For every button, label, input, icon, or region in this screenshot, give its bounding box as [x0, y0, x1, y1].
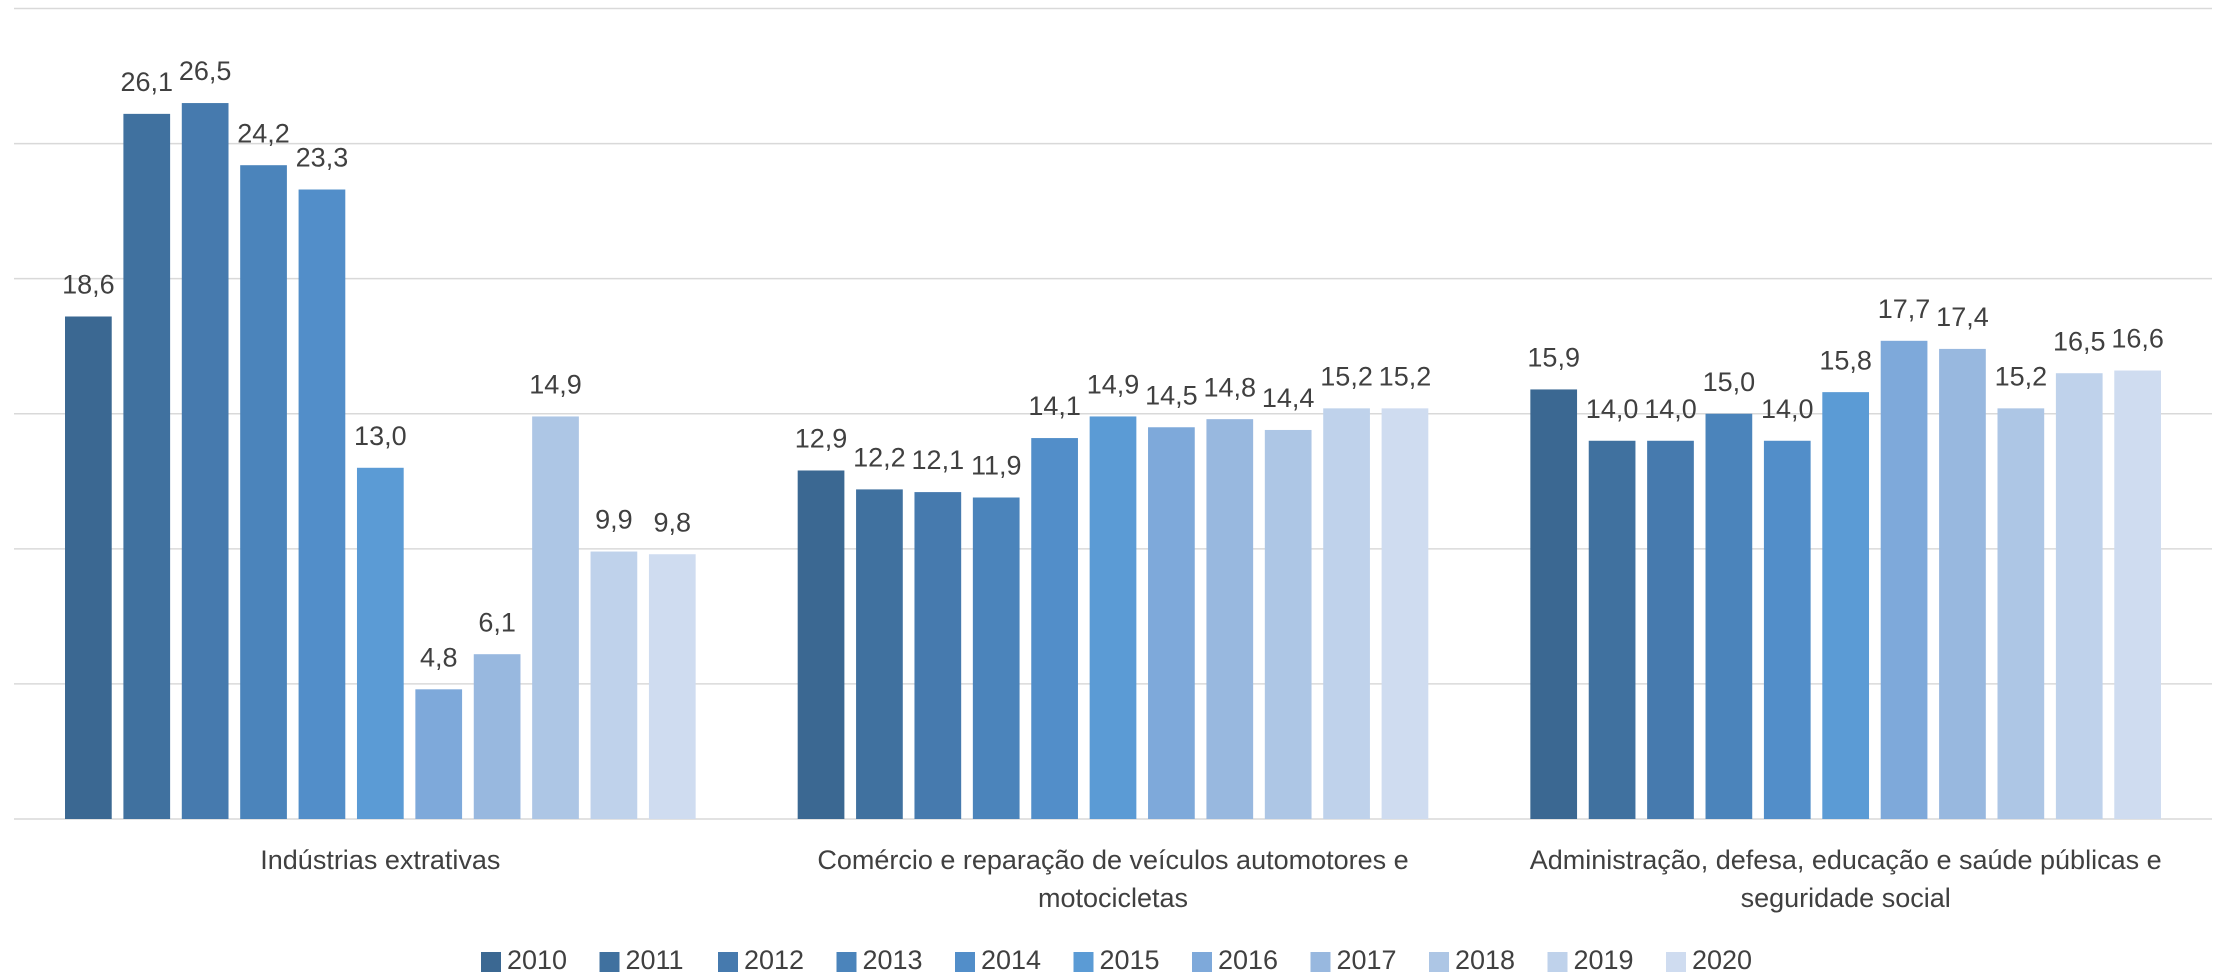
- data-label: 14,9: [529, 370, 582, 400]
- bar: [2055, 373, 2103, 819]
- x-tick-label: Administração, defesa, educação e saúde …: [1530, 845, 2162, 913]
- bar: [1148, 427, 1195, 819]
- label-line: Comércio e reparação de veículos automot…: [817, 845, 1408, 875]
- data-label: 14,8: [1204, 372, 1257, 402]
- legend-label: 2013: [863, 945, 923, 975]
- bar: [972, 497, 1020, 819]
- bar: [797, 470, 845, 819]
- data-label: 14,9: [1087, 370, 1140, 400]
- data-label: 12,1: [912, 445, 965, 475]
- bar: [2114, 370, 2161, 819]
- legend-swatch: [836, 952, 857, 972]
- legend-swatch: [1192, 952, 1212, 972]
- data-label: 15,0: [1703, 367, 1756, 397]
- data-label: 15,2: [1320, 361, 1373, 391]
- data-label: 24,2: [237, 118, 290, 148]
- data-label: 12,9: [795, 424, 848, 454]
- legend-swatch: [1547, 952, 1568, 972]
- data-label: 12,2: [853, 443, 906, 473]
- data-label: 14,5: [1145, 380, 1198, 410]
- legend-label: 2019: [1574, 945, 1634, 975]
- bar: [1763, 440, 1811, 819]
- data-label: 18,6: [62, 270, 115, 300]
- bar: [532, 416, 579, 819]
- data-label: 14,0: [1586, 394, 1639, 424]
- data-label: 14,0: [1761, 394, 1814, 424]
- legend-label: 2017: [1337, 945, 1397, 975]
- data-label: 15,2: [1379, 361, 1432, 391]
- legend-swatch: [1666, 952, 1686, 972]
- bar: [1647, 440, 1694, 819]
- bar: [1530, 389, 1578, 819]
- bar: [1089, 416, 1137, 819]
- legend-label: 2015: [1100, 945, 1160, 975]
- data-label: 17,4: [1936, 302, 1989, 332]
- data-label: 4,8: [420, 642, 458, 672]
- bar: [1705, 413, 1753, 819]
- label-line: seguridade social: [1741, 883, 1951, 913]
- label-line: motocicletas: [1038, 883, 1188, 913]
- bar: [356, 467, 404, 819]
- bar: [856, 489, 903, 819]
- bar: [123, 113, 171, 820]
- data-label: 13,0: [354, 421, 407, 451]
- data-label: 11,9: [971, 451, 1022, 481]
- bar: [1381, 408, 1429, 819]
- bar: [1031, 438, 1078, 819]
- bar: [1206, 419, 1254, 819]
- legend-label: 2012: [744, 945, 804, 975]
- x-tick-label: Indústrias extrativas: [260, 845, 500, 875]
- x-tick-label: Comércio e reparação de veículos automot…: [817, 845, 1408, 913]
- label-line: Administração, defesa, educação e saúde …: [1530, 845, 2162, 875]
- bar: [1822, 392, 1870, 819]
- legend-swatch: [481, 952, 501, 972]
- data-label: 15,2: [1995, 361, 2048, 391]
- data-label: 15,8: [1819, 345, 1872, 375]
- legend-label: 2010: [507, 945, 567, 975]
- bar: [473, 654, 521, 819]
- data-label: 14,1: [1028, 391, 1081, 421]
- bar: [648, 554, 696, 819]
- data-label: 23,3: [296, 143, 349, 173]
- bar: [65, 316, 112, 819]
- legend-label: 2018: [1455, 945, 1515, 975]
- data-label: 14,4: [1262, 383, 1315, 413]
- legend-swatch: [1429, 952, 1449, 972]
- data-label: 17,7: [1878, 294, 1931, 324]
- bar: [240, 165, 287, 820]
- data-label: 9,9: [595, 505, 633, 535]
- bar: [1323, 408, 1370, 819]
- bar: [1880, 340, 1928, 819]
- bar: [1997, 408, 2045, 819]
- data-label: 14,0: [1644, 394, 1697, 424]
- bar: [181, 103, 229, 819]
- legend-swatch: [599, 952, 620, 972]
- data-label: 26,1: [120, 67, 173, 97]
- legend-label: 2011: [626, 945, 684, 975]
- bar: [415, 689, 463, 819]
- data-label: 16,5: [2053, 326, 2106, 356]
- legend-label: 2014: [981, 945, 1041, 975]
- data-label: 16,6: [2111, 324, 2164, 354]
- data-label: 9,8: [654, 507, 692, 537]
- data-label: 15,9: [1527, 343, 1580, 373]
- bar: [914, 492, 962, 819]
- legend-swatch: [1310, 952, 1331, 972]
- bar: [1939, 348, 1986, 819]
- bar: [298, 189, 346, 820]
- legend-swatch: [1073, 952, 1094, 972]
- data-label: 6,1: [478, 607, 516, 637]
- legend-label: 2020: [1692, 945, 1752, 975]
- legend-label: 2016: [1218, 945, 1278, 975]
- legend-swatch: [955, 952, 975, 972]
- data-label: 26,5: [179, 56, 232, 86]
- legend-swatch: [718, 952, 738, 972]
- bar: [1588, 440, 1636, 819]
- bar: [1264, 429, 1312, 819]
- bar: [590, 551, 638, 819]
